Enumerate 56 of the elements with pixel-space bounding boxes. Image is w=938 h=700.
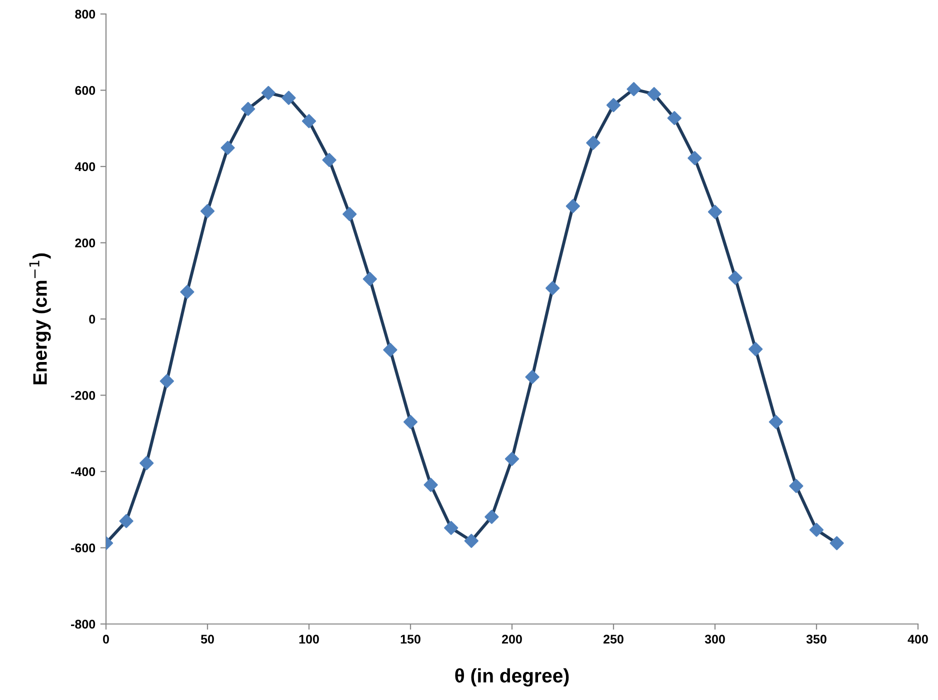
point — [424, 478, 438, 492]
point — [566, 199, 580, 214]
point — [403, 414, 418, 429]
point — [302, 114, 316, 128]
point — [626, 82, 641, 96]
y-tick-label: 400 — [74, 162, 96, 172]
point — [809, 522, 824, 537]
point — [688, 151, 702, 166]
point — [383, 342, 398, 357]
point — [606, 98, 621, 112]
point — [647, 87, 662, 102]
y-tick-label: -600 — [71, 544, 96, 552]
point — [830, 536, 844, 550]
point — [322, 152, 336, 168]
x-tick-label: 300 — [704, 634, 725, 644]
point — [728, 270, 742, 285]
point — [342, 207, 357, 222]
point — [464, 534, 478, 548]
point — [261, 86, 276, 100]
x-tick-label: 400 — [908, 634, 928, 644]
y-tick-label: 0 — [89, 314, 96, 324]
y-axis-title: Energy (cm$^{−1}$) — [29, 253, 51, 384]
point — [748, 342, 763, 356]
point — [667, 111, 682, 126]
point — [484, 510, 499, 524]
y-tick-label: 200 — [75, 238, 96, 248]
x-tick-label: 250 — [604, 634, 624, 644]
x-tick-label: 100 — [299, 634, 319, 644]
point — [220, 140, 235, 155]
point — [160, 374, 174, 388]
point — [708, 204, 722, 219]
y-tick-label: -200 — [71, 391, 96, 400]
point — [789, 478, 804, 494]
point — [140, 456, 154, 470]
y-tick-label: -800 — [71, 620, 96, 629]
point — [586, 136, 600, 150]
point — [119, 514, 134, 528]
point — [504, 452, 520, 466]
x-tick-label: 200 — [502, 634, 522, 644]
point — [768, 414, 783, 429]
x-tick-label: 0 — [103, 634, 109, 644]
point — [525, 370, 540, 384]
y-tick-label: 600 — [75, 86, 96, 95]
point — [546, 281, 560, 296]
point — [241, 102, 256, 116]
point — [180, 284, 194, 299]
x-axis-title: θ (in degree) — [455, 668, 569, 686]
x-tick-label: 50 — [200, 634, 214, 644]
x-tick-label: 150 — [400, 634, 420, 644]
point — [200, 204, 215, 218]
y-tick-label: -400 — [71, 467, 96, 476]
y-tick-label: 800 — [75, 10, 96, 19]
point — [362, 272, 377, 286]
point — [282, 90, 296, 105]
point — [444, 520, 458, 535]
x-tick-label: 350 — [806, 634, 826, 644]
